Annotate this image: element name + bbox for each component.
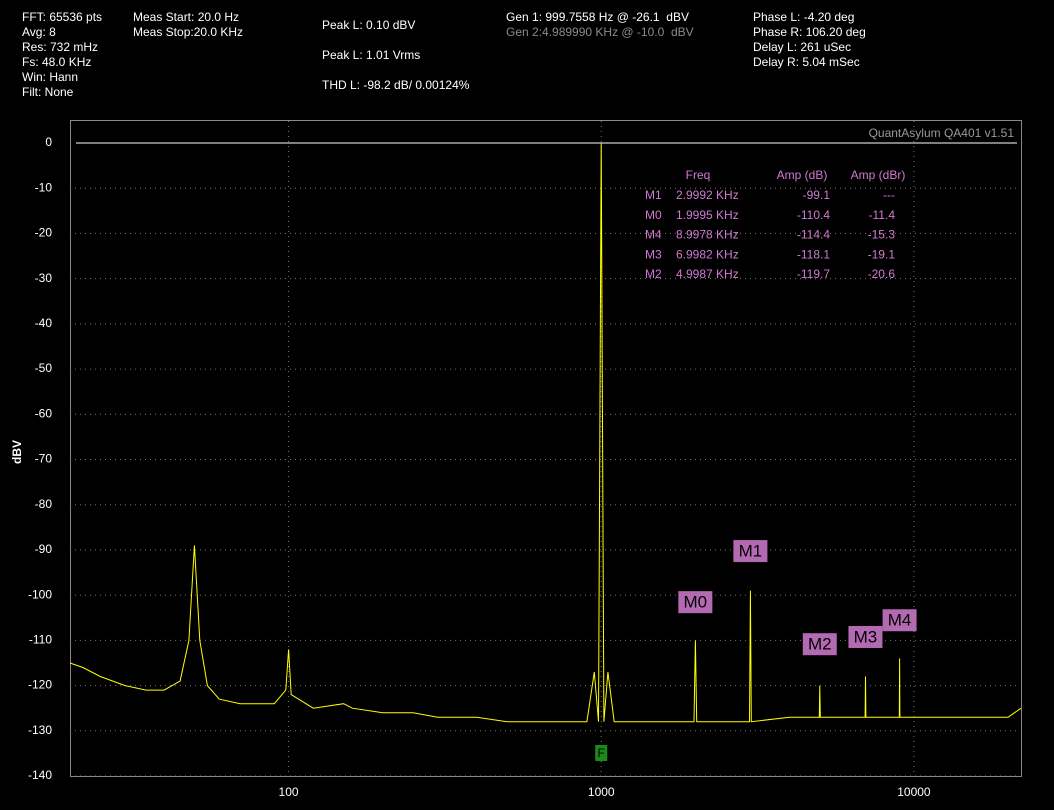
table-cell: -19.1 [868, 247, 896, 261]
info-line: Meas Stop:20.0 KHz [133, 25, 244, 39]
table-cell: M3 [645, 247, 662, 261]
y-tick-label: -80 [35, 497, 53, 511]
table-cell: -20.6 [868, 267, 896, 281]
table-cell: 2.9992 KHz [676, 188, 739, 202]
info-line: Delay R: 5.04 mSec [753, 55, 860, 69]
info-line: Meas Start: 20.0 Hz [133, 10, 240, 24]
fundamental-label: F [598, 746, 605, 760]
table-cell: 8.9978 KHz [676, 228, 739, 242]
table-cell: -15.3 [868, 228, 896, 242]
table-cell: -110.4 [797, 208, 830, 222]
y-tick-label: -20 [35, 226, 53, 240]
table-cell: M2 [645, 267, 662, 281]
y-tick-label: -40 [35, 316, 53, 330]
info-line: Peak L: 1.01 Vrms [322, 48, 421, 62]
table-cell: --- [883, 188, 895, 202]
x-tick-label: 1000 [588, 785, 615, 799]
table-cell: -119.7 [797, 267, 830, 281]
info-line: THD L: -98.2 dB/ 0.00124% [322, 78, 470, 92]
x-tick-label: 10000 [897, 785, 931, 799]
y-tick-label: -120 [28, 678, 52, 692]
y-axis-label: dBV [10, 440, 24, 464]
peak-info: Peak L: 0.10 dBV Peak L: 1.01 Vrms THD L: … [322, 10, 469, 100]
info-line: Delay L: 261 uSec [753, 40, 852, 54]
marker-box [802, 633, 837, 656]
table-cell: M0 [645, 208, 662, 222]
watermark: QuantAsylum QA401 v1.51 [869, 126, 1015, 140]
marker-label: M1 [739, 542, 763, 561]
info-line: Phase R: 106.20 deg [753, 25, 866, 39]
settings-info: FFT: 65536 pts Avg: 8 Res: 732 mHz Fs: 48.0… [22, 10, 102, 100]
y-tick-label: -90 [35, 542, 53, 556]
y-tick-label: -10 [35, 180, 53, 194]
table-cell: -114.4 [797, 228, 830, 242]
info-line: Filt: None [22, 85, 74, 99]
marker-label: M4 [888, 611, 912, 630]
table-header: Amp (dB) [777, 168, 828, 182]
y-tick-label: 0 [45, 135, 52, 149]
table-header: Amp (dBr) [851, 168, 906, 182]
table-cell: -99.1 [803, 188, 831, 202]
info-line: FFT: 65536 pts [22, 10, 103, 24]
info-line: Win: Hann [22, 70, 79, 84]
marker-label: M2 [808, 635, 832, 654]
y-tick-label: -110 [29, 633, 52, 647]
info-line: Gen 2:4.989990 KHz @ -10.0 dBV [506, 25, 694, 39]
measure-range: Meas Start: 20.0 Hz Meas Stop:20.0 KHz [133, 10, 243, 40]
marker-box [882, 609, 917, 632]
marker-box [678, 591, 713, 614]
info-line: Avg: 8 [22, 25, 56, 39]
table-cell: -11.4 [869, 208, 896, 222]
table-cell: M1 [645, 188, 662, 202]
table-header: Freq [686, 168, 711, 182]
marker-box [848, 625, 883, 648]
y-tick-label: -140 [28, 768, 52, 782]
y-tick-label: -100 [28, 587, 52, 601]
spectrum-trace [69, 142, 1022, 723]
table-cell: -118.1 [797, 247, 830, 261]
y-tick-label: -50 [35, 361, 53, 375]
marker-box [733, 540, 768, 563]
y-tick-label: -130 [28, 723, 52, 737]
x-tick-label: 100 [279, 785, 299, 799]
y-tick-label: -70 [35, 452, 53, 466]
table-cell: M4 [645, 228, 662, 242]
info-line: Gen 1: 999.7558 Hz @ -26.1 dBV [506, 10, 689, 24]
fundamental-box [595, 745, 608, 761]
info-line: Res: 732 mHz [22, 40, 99, 54]
info-line: Fs: 48.0 KHz [22, 55, 92, 69]
marker-label: M3 [854, 627, 878, 646]
info-line: Peak L: 0.10 dBV [322, 18, 416, 32]
phase-info: Phase L: -4.20 deg Phase R: 106.20 deg Del… [753, 10, 866, 70]
y-tick-label: -60 [35, 406, 53, 420]
y-tick-label: -30 [35, 271, 53, 285]
table-cell: 6.9982 KHz [676, 247, 739, 261]
table-cell: 1.9995 KHz [676, 208, 739, 222]
generator-info: Gen 1: 999.7558 Hz @ -26.1 dBV Gen 2:4.98… [506, 10, 694, 40]
marker-label: M0 [684, 593, 708, 612]
info-line: Phase L: -4.20 deg [753, 10, 855, 24]
table-cell: 4.9987 KHz [676, 267, 739, 281]
